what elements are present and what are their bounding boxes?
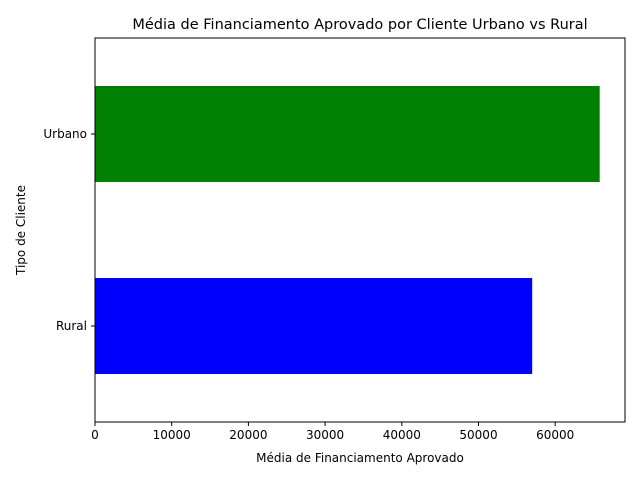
x-axis-label: Média de Financiamento Aprovado: [256, 451, 464, 465]
bar-urbano: [95, 86, 600, 182]
x-tick-label: 10000: [153, 428, 191, 442]
plot-area: Rural Urbano 0 10000 20000 30000 40000 50000 600…: [43, 37, 626, 442]
y-axis-label: Tipo de Cliente: [14, 185, 28, 276]
x-tick-label: 30000: [306, 428, 344, 442]
x-tick-label: 60000: [536, 428, 574, 442]
chart-title: Média de Financiamento Aprovado por Clie…: [132, 17, 587, 33]
y-tick-label-urbano: Urbano: [43, 127, 87, 141]
x-tick-label: 0: [91, 428, 99, 442]
bar-rural: [95, 278, 533, 374]
x-tick-label: 20000: [229, 428, 267, 442]
y-tick-label-rural: Rural: [56, 319, 87, 333]
plot-frame: [94, 37, 626, 423]
x-tick-label: 50000: [459, 428, 497, 442]
x-tick-label: 40000: [383, 428, 421, 442]
